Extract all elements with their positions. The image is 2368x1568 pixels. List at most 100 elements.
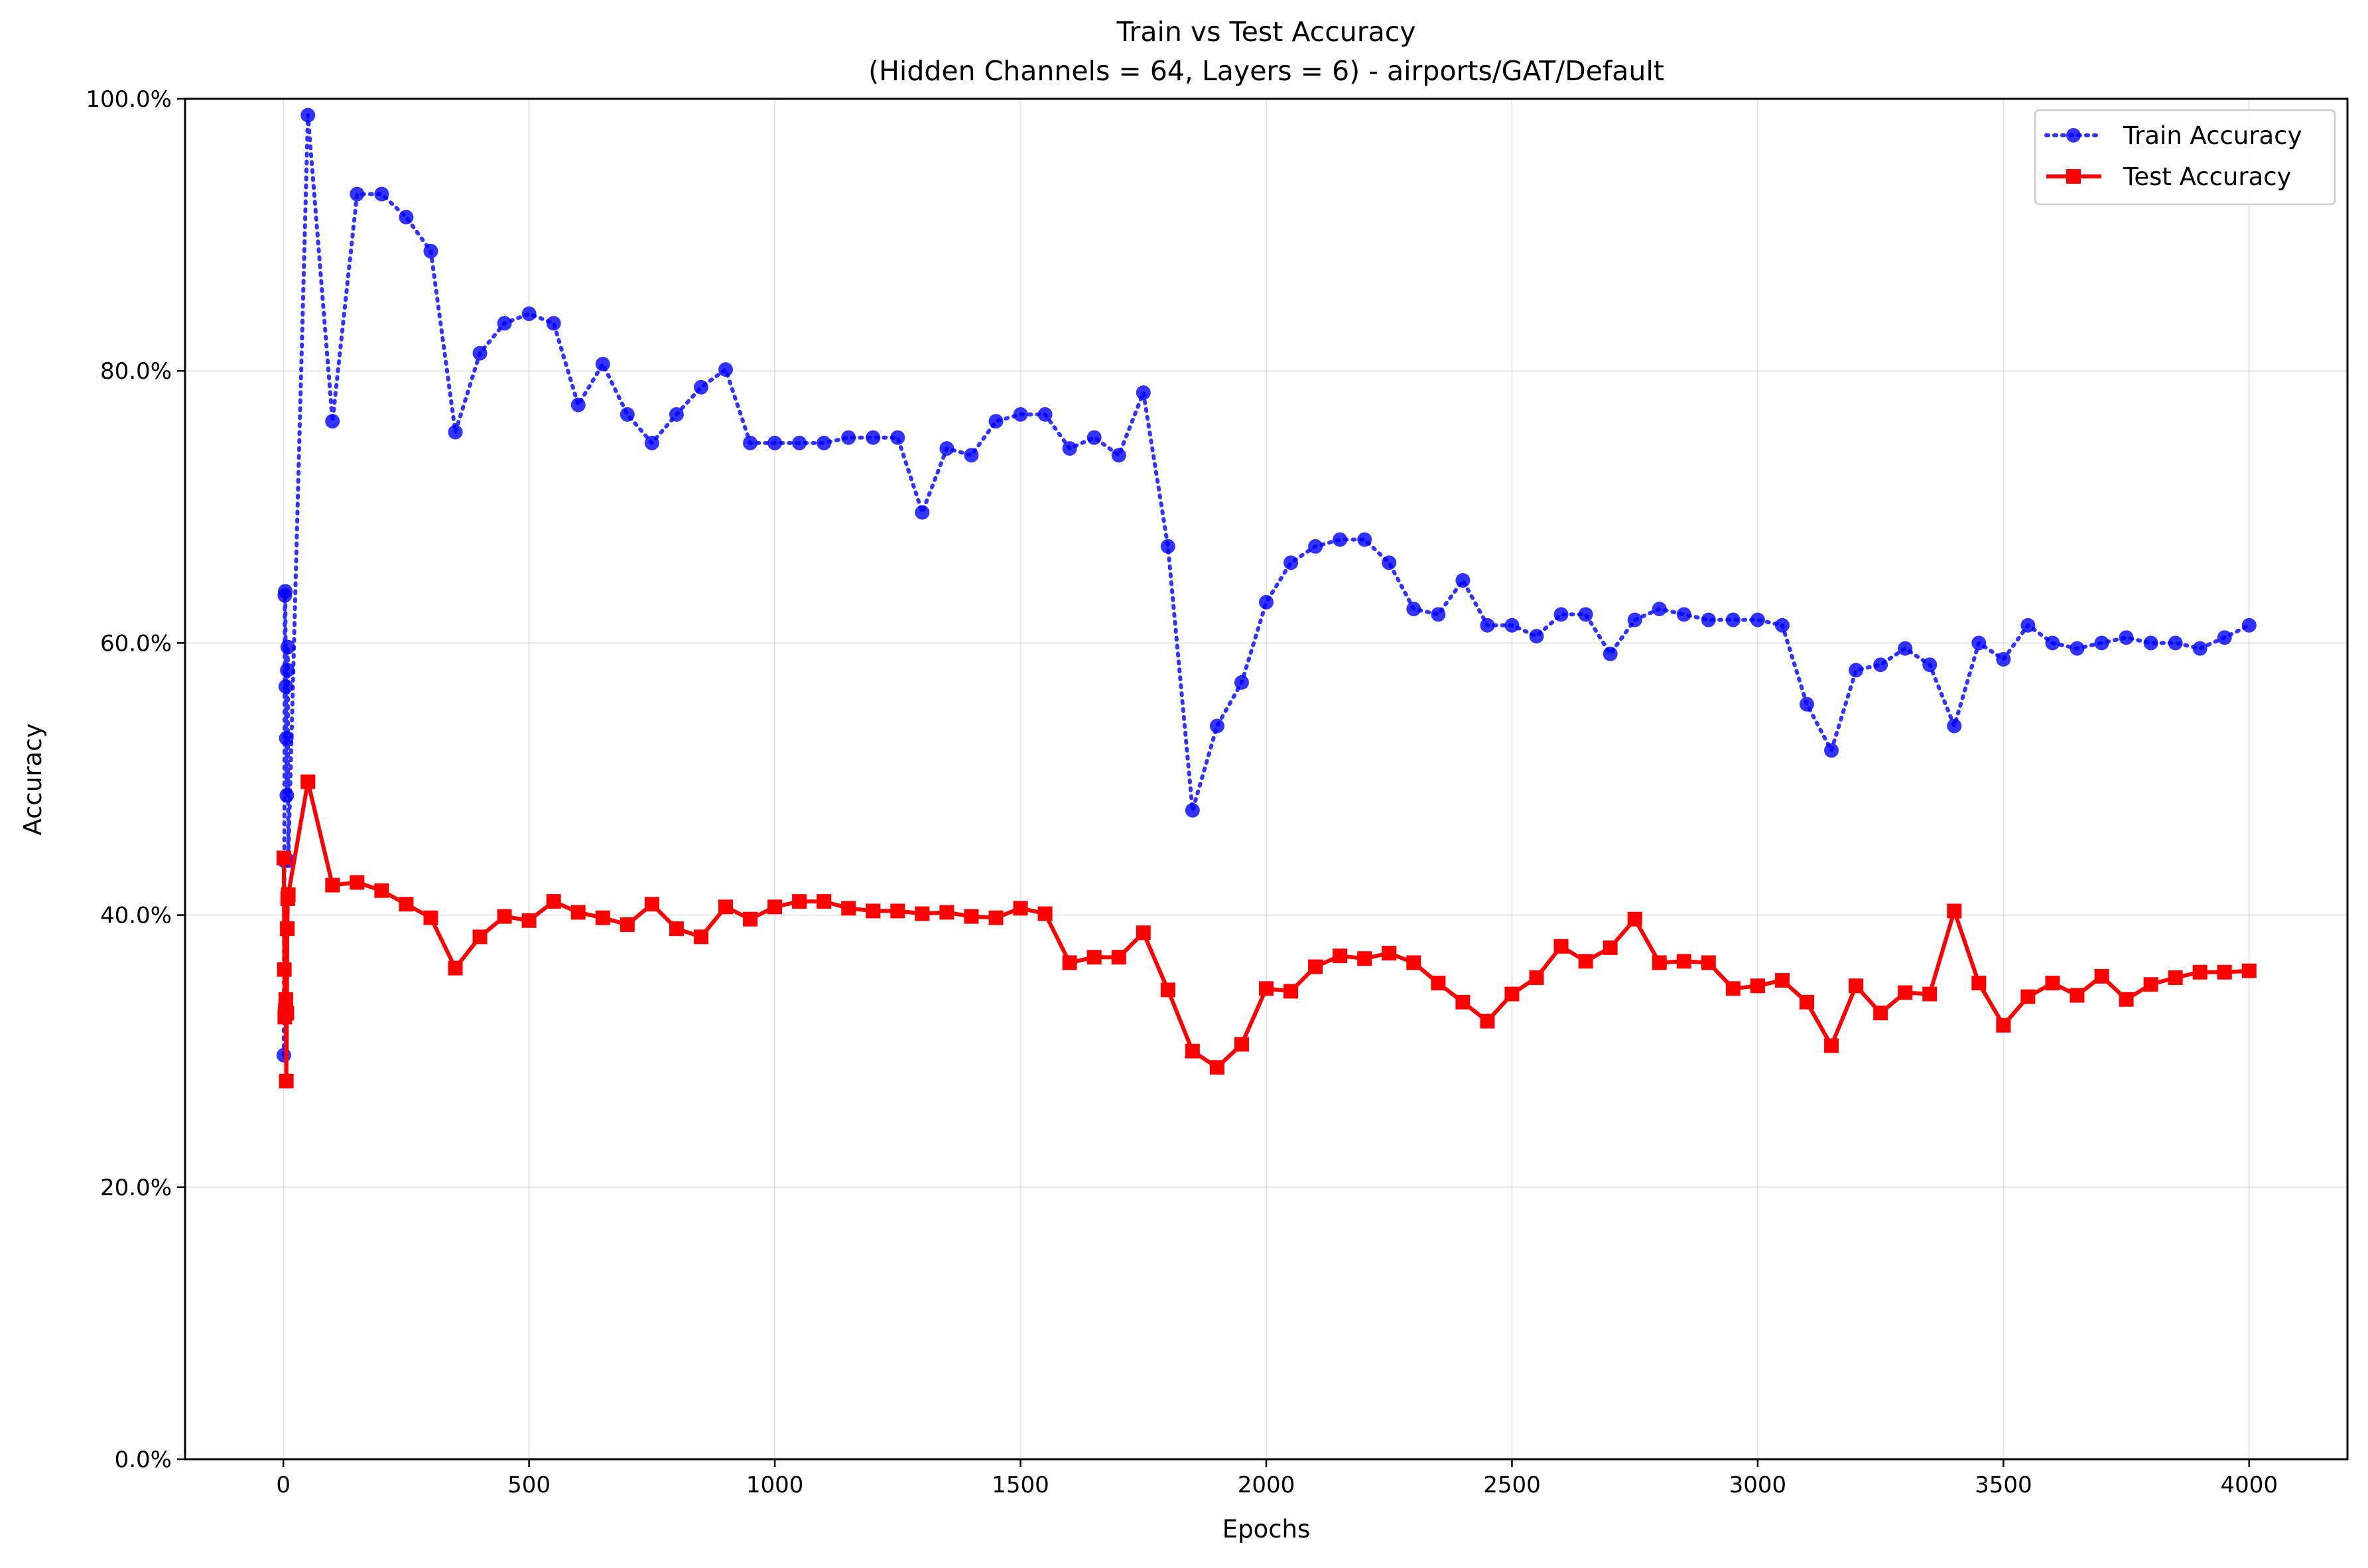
train-accuracy-point	[1701, 612, 1716, 627]
series-group	[276, 107, 2257, 1088]
test-accuracy-point	[939, 905, 954, 920]
train-accuracy-point	[1259, 594, 1274, 610]
test-accuracy-point	[1996, 1017, 2011, 1033]
y-tick-label: 100.0%	[86, 86, 172, 113]
train-accuracy-point	[1283, 555, 1299, 570]
legend-train-marker	[2066, 128, 2081, 143]
test-accuracy-point	[988, 910, 1004, 925]
x-tick-label: 2500	[1483, 1472, 1541, 1498]
train-accuracy-point	[1553, 607, 1569, 622]
train-accuracy-point	[2045, 635, 2060, 651]
test-accuracy-point	[1553, 939, 1569, 954]
train-accuracy-point	[1898, 641, 1913, 656]
train-accuracy-point	[1234, 675, 1249, 690]
test-accuracy-point	[399, 897, 414, 912]
test-accuracy-point	[2241, 963, 2257, 978]
test-accuracy-point	[1774, 973, 1790, 988]
train-accuracy-point	[1971, 635, 1987, 651]
test-accuracy-point	[546, 894, 561, 909]
test-accuracy-point	[1185, 1043, 1200, 1059]
test-accuracy-point	[2020, 989, 2036, 1004]
train-accuracy-point	[350, 186, 365, 202]
train-accuracy-series	[276, 107, 2257, 1063]
test-accuracy-point	[1922, 986, 1938, 1002]
train-accuracy-point	[1480, 618, 1495, 633]
test-accuracy-point	[1504, 986, 1520, 1002]
test-accuracy-point	[1086, 950, 1102, 965]
y-axis-ticks: 0.0% 20.0% 40.0% 60.0% 80.0% 100.0%	[86, 86, 185, 1473]
test-accuracy-point	[1725, 981, 1741, 996]
test-accuracy-point	[472, 929, 488, 945]
train-accuracy-point	[718, 362, 733, 377]
train-accuracy-point	[570, 397, 586, 413]
train-accuracy-point	[767, 435, 783, 450]
train-accuracy-point	[1529, 629, 1544, 644]
test-accuracy-point	[1701, 955, 1716, 970]
train-accuracy-point	[278, 679, 293, 694]
test-accuracy-point	[1480, 1013, 1495, 1029]
train-accuracy-point	[1431, 607, 1446, 622]
test-accuracy-point	[743, 911, 758, 927]
test-accuracy-point	[644, 897, 659, 912]
train-accuracy-point	[1111, 448, 1126, 463]
train-accuracy-point	[521, 306, 537, 322]
test-accuracy-point	[620, 917, 635, 932]
test-accuracy-point	[2143, 977, 2158, 992]
train-accuracy-point	[280, 663, 295, 678]
x-tick-label: 0	[276, 1472, 291, 1498]
test-accuracy-point	[1160, 982, 1175, 998]
test-accuracy-point	[448, 960, 463, 976]
train-accuracy-point	[595, 356, 610, 371]
test-accuracy-series	[276, 774, 2257, 1088]
train-accuracy-point	[693, 379, 708, 395]
train-accuracy-point	[1037, 407, 1053, 422]
train-accuracy-point	[669, 407, 684, 422]
legend-test-marker	[2066, 169, 2081, 184]
train-accuracy-point	[866, 430, 881, 445]
test-accuracy-point	[1800, 994, 1814, 1010]
y-axis-label: Accuracy	[19, 724, 47, 836]
test-accuracy-point	[1873, 1006, 1888, 1021]
train-accuracy-point	[1578, 607, 1593, 622]
test-accuracy-point	[497, 909, 512, 924]
train-accuracy-point	[1357, 532, 1372, 547]
train-accuracy-point	[1382, 555, 1397, 570]
train-accuracy-point	[448, 425, 463, 440]
test-accuracy-point	[1283, 984, 1299, 999]
test-accuracy-point	[1898, 985, 1913, 1000]
x-tick-label: 1000	[746, 1472, 804, 1498]
train-accuracy-point	[279, 730, 294, 746]
test-accuracy-point	[915, 906, 930, 921]
train-accuracy-point	[1603, 646, 1618, 661]
test-accuracy-point	[2192, 964, 2207, 980]
legend: Train Accuracy Test Accuracy	[2034, 109, 2336, 206]
test-accuracy-point	[718, 899, 733, 915]
x-axis-label: Epochs	[1222, 1515, 1311, 1543]
test-accuracy-point	[277, 962, 292, 977]
train-accuracy-point	[644, 435, 659, 450]
train-accuracy-point	[743, 435, 758, 450]
train-accuracy-point	[1873, 657, 1888, 673]
train-accuracy-point	[1086, 430, 1102, 445]
y-tick-label: 40.0%	[100, 903, 172, 929]
test-accuracy-point	[2217, 964, 2232, 980]
test-accuracy-point	[280, 921, 295, 937]
train-accuracy-point	[1333, 532, 1348, 547]
train-accuracy-point	[1947, 718, 1962, 734]
test-accuracy-point	[1603, 940, 1618, 955]
test-accuracy-point	[1529, 970, 1544, 985]
test-accuracy-point	[2045, 976, 2060, 991]
train-accuracy-point	[620, 407, 635, 422]
train-accuracy-point	[2020, 618, 2036, 633]
train-accuracy-point	[325, 414, 340, 429]
chart-subtitle: (Hidden Channels = 64, Layers = 6) - air…	[868, 55, 1664, 87]
test-accuracy-point	[890, 903, 905, 919]
test-accuracy-point	[1849, 978, 1864, 994]
train-accuracy-point	[2094, 635, 2109, 651]
test-accuracy-point	[521, 913, 537, 928]
x-tick-label: 4000	[2221, 1472, 2278, 1498]
train-accuracy-point	[1160, 539, 1175, 554]
test-accuracy-point	[325, 878, 340, 893]
